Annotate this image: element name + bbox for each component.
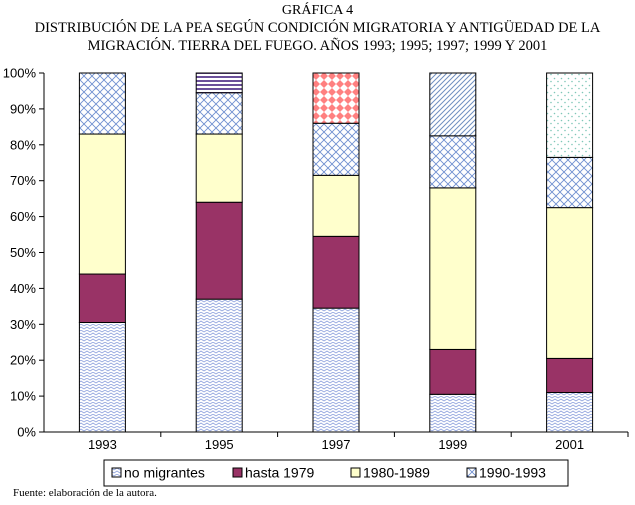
bar-segment-1999-1998-1999 xyxy=(429,72,477,137)
y-tick-label: 30% xyxy=(10,317,36,332)
y-tick-label: 90% xyxy=(10,101,36,116)
bar-segment-1993-1990-1993 xyxy=(78,72,126,135)
legend-label: 1990-1993 xyxy=(479,465,546,481)
chart-title-line-3: MIGRACIÓN. TIERRA DEL FUEGO. AÑOS 1993; … xyxy=(87,38,548,54)
y-tick-label: 100% xyxy=(3,66,37,81)
bar-segment-1995-1990-1993 xyxy=(195,92,243,135)
bar-segment-2001-hasta-1979 xyxy=(546,357,594,394)
bar-segment-1999-no-migrantes xyxy=(429,393,477,433)
legend-swatch xyxy=(232,467,243,478)
x-tick-label: 1993 xyxy=(88,437,117,452)
y-tick-label: 50% xyxy=(10,245,36,260)
bar-segment-1995-no-migrantes xyxy=(195,298,243,433)
chart-title-line-1: GRÁFICA 4 xyxy=(281,3,354,18)
y-tick-label: 70% xyxy=(10,173,36,188)
bar-segment-1997-no-migrantes xyxy=(312,307,360,433)
legend-label: 1980-1989 xyxy=(363,465,430,481)
legend-label: hasta 1979 xyxy=(245,465,314,481)
y-tick-label: 20% xyxy=(10,353,36,368)
bar-segment-1999-hasta-1979 xyxy=(429,348,477,395)
bar-segment-2001-1990-1993 xyxy=(546,156,594,209)
y-tick-label: 60% xyxy=(10,209,36,224)
x-tick-label: 2001 xyxy=(555,437,584,452)
y-tick-label: 0% xyxy=(17,425,36,440)
legend-box xyxy=(103,459,569,487)
bar-segment-1997-hasta-1979 xyxy=(312,235,360,309)
bar-segment-1993-1980-1989 xyxy=(78,133,126,275)
bar-segment-1995-1994-1995 xyxy=(195,72,243,94)
bar-segment-1997-1990-1993 xyxy=(312,122,360,176)
bar-segment-1993-no-migrantes xyxy=(78,322,126,433)
bar-segment-1997-1996-1997 xyxy=(312,72,360,124)
legend-swatch xyxy=(350,467,361,478)
x-tick-label: 1999 xyxy=(438,437,467,452)
y-tick-label: 10% xyxy=(10,389,36,404)
y-tick-label: 80% xyxy=(10,137,36,152)
legend-label: no migrantes xyxy=(124,465,205,481)
legend-swatch xyxy=(466,467,477,478)
x-tick-label: 1995 xyxy=(205,437,234,452)
bar-segment-2001-1980-1989 xyxy=(546,207,594,359)
bar-segment-1995-1980-1989 xyxy=(195,133,243,203)
source-note: Fuente: elaboración de la autora. xyxy=(13,487,157,499)
bar-segment-1999-1990-1993 xyxy=(429,135,477,189)
y-tick-label: 40% xyxy=(10,281,36,296)
bar-segment-1999-1980-1989 xyxy=(429,187,477,350)
bar-segment-1997-1980-1989 xyxy=(312,174,360,237)
bar-segment-1995-hasta-1979 xyxy=(195,201,243,300)
legend-swatch xyxy=(111,467,122,478)
x-tick-label: 1997 xyxy=(322,437,351,452)
bar-segment-2001-2000-2001 xyxy=(546,72,594,158)
bar-segment-2001-no-migrantes xyxy=(546,392,594,433)
bar-segment-1993-hasta-1979 xyxy=(78,273,126,324)
chart-title-line-2: DISTRIBUCIÓN DE LA PEA SEGÚN CONDICIÓN M… xyxy=(34,20,601,36)
